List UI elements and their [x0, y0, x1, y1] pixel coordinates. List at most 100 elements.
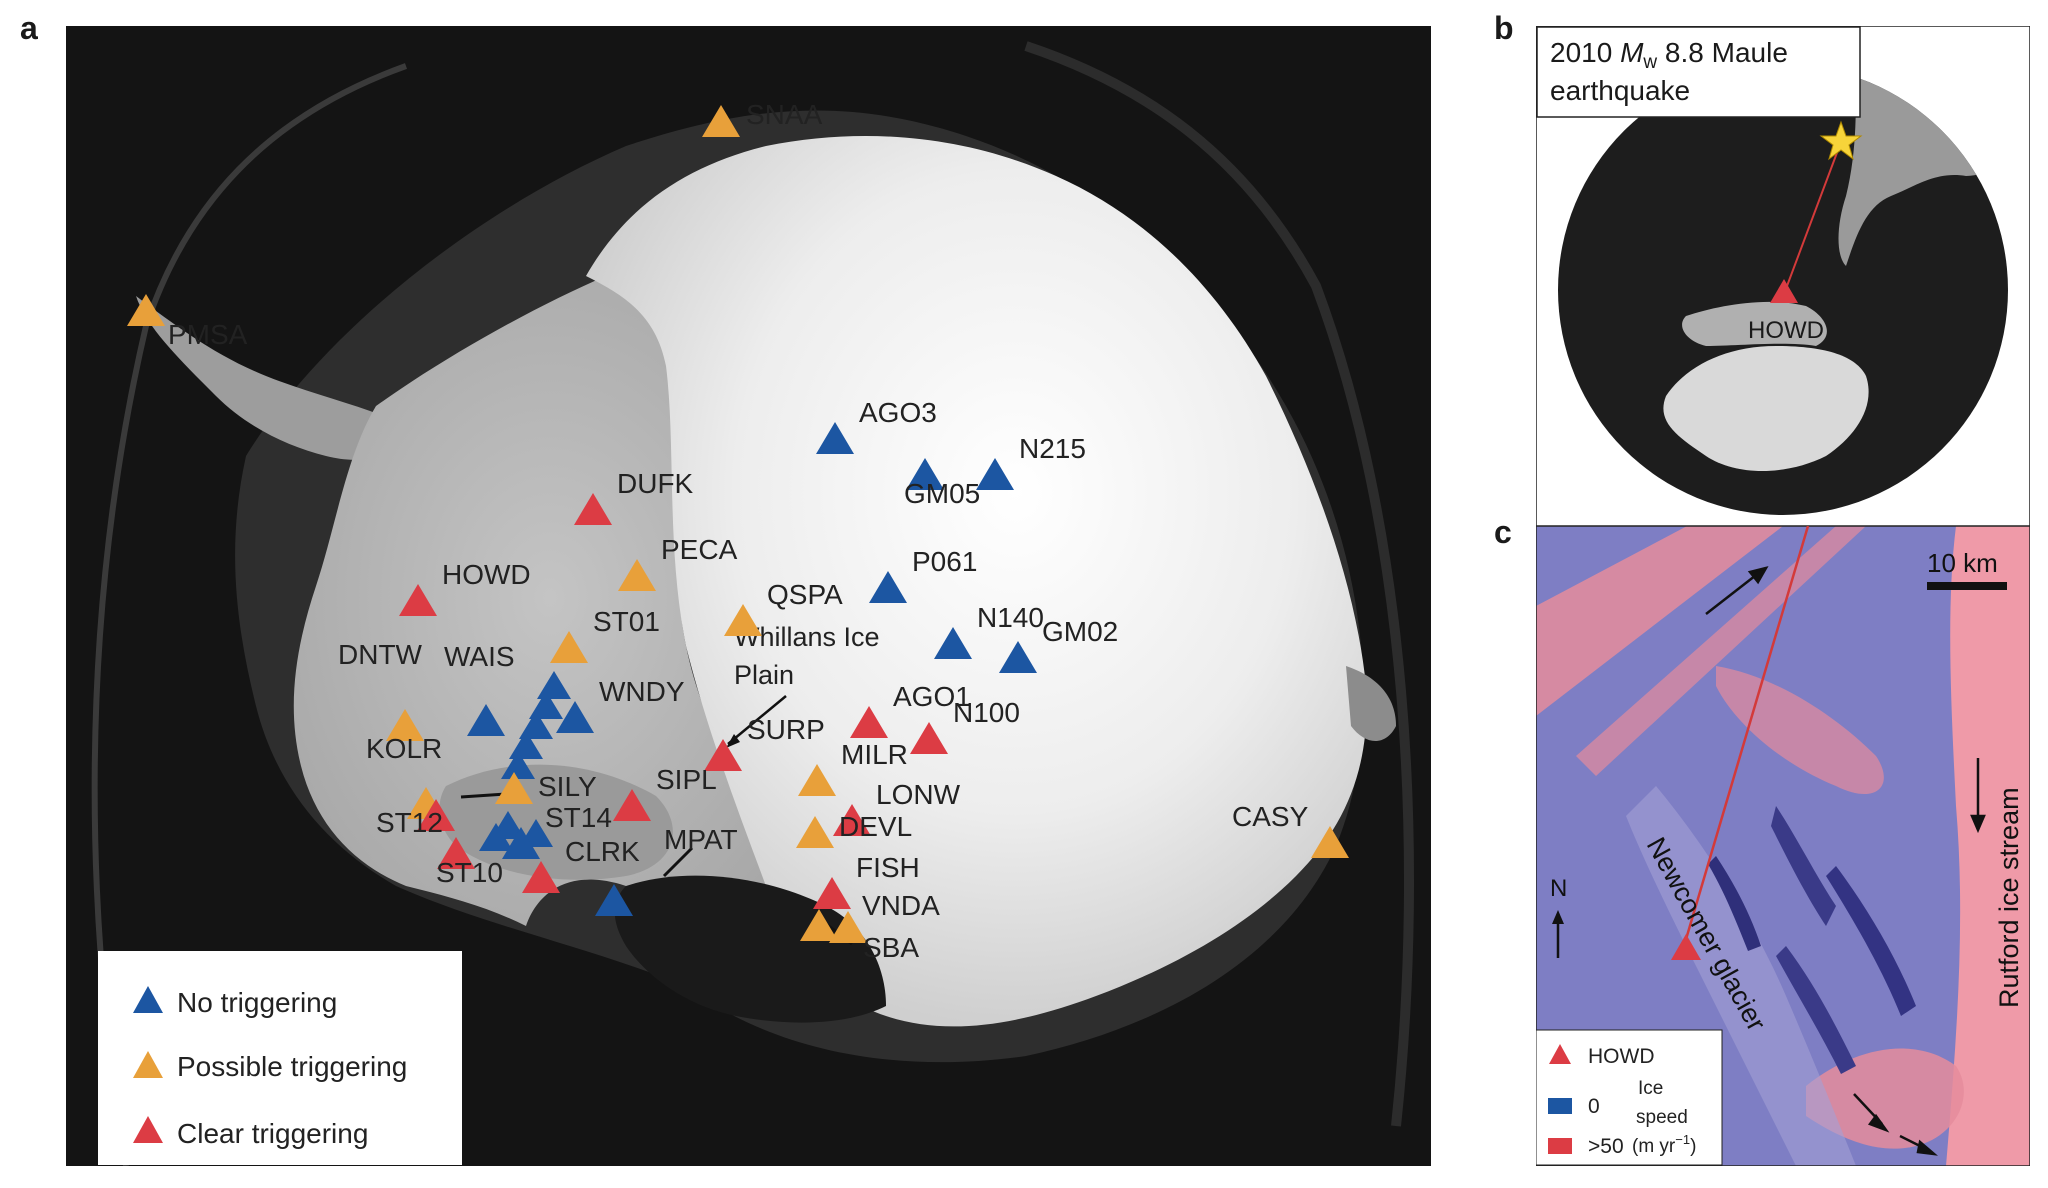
station-label-peca: PECA [661, 534, 738, 565]
station-label-kolr: KOLR [366, 733, 442, 764]
station-label-sba: SBA [863, 932, 919, 963]
globe-antarctica [1663, 346, 1869, 471]
rutford-ice-stream-label: Rutford ice stream [1994, 787, 2024, 1008]
station-label-st12: ST12 [376, 807, 443, 838]
ice-legend-fast-label: >50 [1588, 1135, 1624, 1158]
station-marker-fish [813, 877, 851, 909]
station-label-st10: ST10 [436, 857, 503, 888]
north-arrow-icon [1552, 910, 1564, 924]
station-marker-ago3 [816, 422, 854, 454]
flow-arrow-lower-right-head [1867, 1113, 1890, 1133]
cluster-station-marker [529, 691, 563, 719]
legend-label-clear: Clear triggering [177, 1118, 368, 1149]
station-label-p061: P061 [912, 546, 977, 577]
station-label-wais: WAIS [444, 641, 515, 672]
east-antarctica [586, 136, 1367, 1027]
station-marker-sipl [613, 789, 651, 821]
cluster-station-marker [479, 823, 513, 851]
station-marker-vnda [829, 911, 867, 943]
ice-speed-legend: HOWD 0 >50 (m yr−1) Ice speed [1536, 1029, 1723, 1166]
flow-arrow-bottom-head [1916, 1139, 1938, 1156]
epicenter-star-icon [1819, 120, 1863, 161]
station-marker-sily [495, 772, 533, 804]
station-label-surp: SURP [747, 714, 825, 745]
station-marker-pmsa [127, 294, 165, 326]
dark-ridge-1 [1771, 806, 1836, 926]
dark-ridge-4 [1708, 856, 1761, 951]
flow-arrows [1705, 566, 1986, 1156]
station-marker-peca [618, 559, 656, 591]
antarctica-station-map: Whillans Ice Plain SNAA PMSA AGO3 GM05 N215 D… [66, 26, 1431, 1166]
station-marker-p061 [869, 571, 907, 603]
station-marker-ago1 [850, 706, 888, 738]
globe-howd-label: HOWD [1748, 317, 1824, 344]
station-label-dufk: DUFK [617, 468, 694, 499]
ocean-ridge-2 [1024, 41, 1414, 1127]
fast-ice-band-upper-left [1536, 526, 1783, 716]
legend-label-possible: Possible triggering [177, 1051, 407, 1082]
station-label-howd: HOWD [442, 559, 531, 590]
station-label-n215: N215 [1019, 433, 1086, 464]
north-arrow-label: N [1550, 875, 1567, 902]
whillans-label-line1: Whillans Ice [734, 622, 880, 652]
station-label-vnda: VNDA [862, 890, 940, 921]
event-title-suffix: 8.8 Maule [1657, 37, 1788, 68]
flow-arrow-upper-head [1747, 566, 1769, 585]
station-marker-dufk [574, 493, 612, 525]
ice-shelf-patch-2 [1346, 666, 1396, 741]
ice-legend-ice-word: Ice [1638, 1078, 1663, 1099]
station-label-st14: ST14 [545, 802, 612, 833]
station-marker-howd [399, 584, 437, 616]
triggering-legend: No triggering Possible triggering Clear … [98, 951, 462, 1165]
station-marker-wndy [556, 701, 594, 733]
cluster-station-marker [501, 751, 535, 779]
station-marker-wais [467, 704, 505, 736]
station-marker-clrk [522, 861, 560, 893]
station-label-wndy: WNDY [599, 676, 685, 707]
event-title-magnitude-subscript: w [1642, 52, 1657, 73]
station-marker-milr [798, 764, 836, 796]
station-marker-mpat [595, 884, 633, 916]
mpat-leader-line [662, 846, 694, 878]
great-circle-path [1783, 141, 1842, 295]
event-title-line2: earthquake [1550, 75, 1690, 106]
station-marker-st10 [437, 837, 475, 869]
station-marker-lonw [833, 804, 871, 836]
event-title-prefix: 2010 [1550, 37, 1620, 68]
ice-legend-howd-label: HOWD [1588, 1045, 1655, 1068]
great-circle-profile-line [1682, 526, 1810, 947]
scale-bar [1927, 582, 2007, 590]
legend-label-none: No triggering [177, 987, 337, 1018]
station-label-mpat: MPAT [664, 824, 738, 855]
scale-bar-label: 10 km [1927, 548, 1998, 578]
station-marker-n100 [910, 722, 948, 754]
ice-legend-fast-swatch [1548, 1138, 1572, 1154]
station-label-ago1: AGO1 [893, 681, 971, 712]
rutford-flow-arrow-head [1970, 814, 1986, 834]
fast-ice-patch-lower [1806, 1048, 1964, 1149]
station-label-qspa: QSPA [767, 579, 843, 610]
event-title-box [1536, 26, 1861, 118]
ice-legend-howd-marker [1549, 1044, 1571, 1064]
panel-label-c: c [1494, 514, 1512, 550]
station-label-gm05: GM05 [904, 478, 980, 509]
whillans-pointer-line [727, 695, 787, 745]
station-label-ago3: AGO3 [859, 397, 937, 428]
ice-legend-units: (m yr−1) [1632, 1132, 1696, 1157]
ice-legend-speed-word: speed [1636, 1107, 1688, 1128]
flow-arrow-upper-shaft [1705, 571, 1761, 615]
cluster-station-marker [519, 711, 553, 739]
station-label-n100: N100 [953, 697, 1020, 728]
station-label-dntw: DNTW [338, 639, 423, 670]
station-marker-snaa [702, 105, 740, 137]
event-title-line1: 2010 Mw 8.8 Maule [1550, 37, 1788, 73]
panel-label-b: b [1494, 10, 1514, 46]
station-label-pmsa: PMSA [168, 319, 248, 350]
station-label-lonw: LONW [876, 779, 961, 810]
whillans-label-line2: Plain [734, 660, 794, 690]
station-label-casy: CASY [1232, 801, 1309, 832]
station-label-fish: FISH [856, 852, 920, 883]
station-marker-surp [704, 739, 742, 771]
station-marker-st01 [550, 631, 588, 663]
globe-map: HOWD 2010 Mw 8.8 Maule earthquake [1536, 26, 2030, 526]
